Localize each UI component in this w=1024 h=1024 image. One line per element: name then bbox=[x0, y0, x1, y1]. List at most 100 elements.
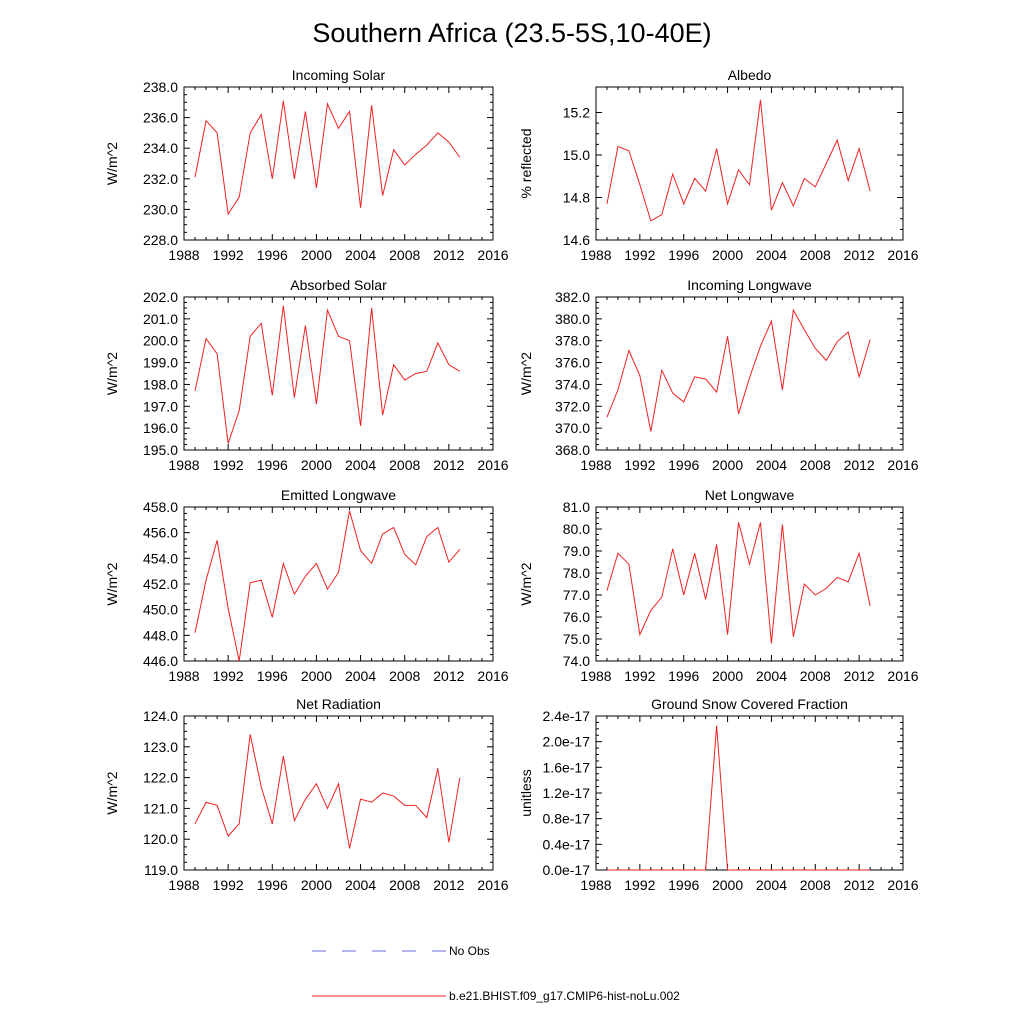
y-tick-label: 378.0 bbox=[555, 333, 590, 349]
panel-1: Albedo % reflected 1988 1992 1996 2000 2004 200… bbox=[518, 67, 919, 263]
y-tick-label: 374.0 bbox=[555, 376, 590, 392]
y-tick-label: 1.2e-17 bbox=[543, 785, 591, 801]
x-tick-label: 2000 bbox=[301, 457, 332, 473]
x-tick-label: 1996 bbox=[668, 457, 699, 473]
series-line bbox=[606, 99, 871, 222]
x-tick-label: 2016 bbox=[477, 457, 508, 473]
y-tick-label: 14.6 bbox=[563, 232, 590, 248]
x-tick-label: 2004 bbox=[345, 457, 376, 473]
x-tick-label: 2000 bbox=[301, 877, 332, 893]
y-tick-label: 123.0 bbox=[143, 739, 178, 755]
panel-title: Albedo bbox=[728, 67, 772, 83]
y-axis-label: W/m^2 bbox=[104, 142, 120, 185]
y-tick-label: 198.0 bbox=[143, 376, 178, 392]
x-tick-label: 1992 bbox=[624, 247, 655, 263]
plot-frame bbox=[595, 86, 904, 241]
y-tick-label: 456.0 bbox=[143, 525, 178, 541]
y-tick-label: 77.0 bbox=[563, 587, 590, 603]
y-tick-label: 0.4e-17 bbox=[543, 836, 591, 852]
y-tick-label: 201.0 bbox=[143, 311, 178, 327]
panel-title: Absorbed Solar bbox=[290, 277, 387, 293]
x-tick-label: 1992 bbox=[624, 457, 655, 473]
x-tick-label: 2016 bbox=[887, 877, 918, 893]
x-tick-label: 1988 bbox=[168, 668, 199, 684]
x-tick-label: 2016 bbox=[477, 668, 508, 684]
x-tick-label: 1992 bbox=[624, 877, 655, 893]
y-tick-label: 1.6e-17 bbox=[543, 759, 591, 775]
x-tick-label: 1988 bbox=[580, 668, 611, 684]
panel-7: Ground Snow Covered Fraction unitless 1988… bbox=[518, 696, 919, 893]
y-tick-label: 446.0 bbox=[143, 653, 178, 669]
x-tick-label: 1996 bbox=[257, 457, 288, 473]
x-tick-label: 2012 bbox=[433, 247, 464, 263]
x-tick-label: 1988 bbox=[168, 877, 199, 893]
y-tick-label: 448.0 bbox=[143, 627, 178, 643]
x-tick-label: 2000 bbox=[712, 457, 743, 473]
x-tick-label: 2004 bbox=[345, 877, 376, 893]
x-tick-label: 2012 bbox=[844, 668, 875, 684]
plot-frame bbox=[183, 715, 494, 871]
y-tick-label: 199.0 bbox=[143, 355, 178, 371]
x-tick-label: 1996 bbox=[668, 668, 699, 684]
y-tick-label: 120.0 bbox=[143, 831, 178, 847]
y-tick-label: 122.0 bbox=[143, 770, 178, 786]
x-tick-label: 2012 bbox=[844, 877, 875, 893]
series-line bbox=[194, 734, 461, 849]
x-tick-label: 2016 bbox=[887, 457, 918, 473]
series-line bbox=[606, 308, 871, 432]
series-line bbox=[194, 100, 461, 216]
y-tick-label: 74.0 bbox=[563, 653, 590, 669]
y-axis-label: W/m^2 bbox=[518, 562, 534, 605]
y-tick-label: 368.0 bbox=[555, 442, 590, 458]
y-tick-label: 238.0 bbox=[143, 79, 178, 95]
panel-2: Absorbed Solar W/m^2 1988 1992 1996 2000 2004 2… bbox=[104, 277, 509, 473]
x-tick-label: 2008 bbox=[800, 668, 831, 684]
series-line bbox=[606, 522, 871, 644]
series-line bbox=[606, 725, 871, 871]
x-tick-label: 1992 bbox=[213, 247, 244, 263]
legend: No Obs b.e21.BHIST.f09_g17.CMIP6-hist-no… bbox=[312, 944, 680, 1003]
x-tick-label: 1988 bbox=[580, 247, 611, 263]
x-tick-label: 2008 bbox=[800, 877, 831, 893]
panel-3: Incoming Longwave W/m^2 1988 1992 1996 2000 20… bbox=[518, 277, 919, 473]
y-tick-label: 121.0 bbox=[143, 800, 178, 816]
x-tick-label: 1988 bbox=[168, 457, 199, 473]
y-tick-label: 75.0 bbox=[563, 631, 590, 647]
panel-title: Incoming Longwave bbox=[687, 277, 812, 293]
x-tick-label: 1988 bbox=[580, 457, 611, 473]
x-tick-label: 2012 bbox=[433, 668, 464, 684]
panel-5: Net Longwave W/m^2 1988 1992 1996 2000 2004 200… bbox=[518, 487, 919, 684]
x-tick-label: 2004 bbox=[756, 247, 787, 263]
y-tick-label: 372.0 bbox=[555, 398, 590, 414]
y-tick-label: 200.0 bbox=[143, 333, 178, 349]
y-tick-label: 81.0 bbox=[563, 499, 590, 515]
panel-title: Incoming Solar bbox=[292, 67, 386, 83]
plot-frame bbox=[183, 86, 494, 241]
y-tick-label: 0.0e-17 bbox=[543, 862, 591, 878]
x-tick-label: 1992 bbox=[213, 877, 244, 893]
y-tick-label: 14.8 bbox=[563, 190, 590, 206]
x-tick-label: 2016 bbox=[887, 247, 918, 263]
y-tick-label: 380.0 bbox=[555, 311, 590, 327]
panel-title: Emitted Longwave bbox=[281, 487, 396, 503]
plot-frame bbox=[595, 506, 904, 662]
y-tick-label: 232.0 bbox=[143, 171, 178, 187]
y-tick-label: 382.0 bbox=[555, 289, 590, 305]
plot-frame bbox=[595, 715, 904, 871]
y-axis-label: W/m^2 bbox=[518, 352, 534, 395]
x-tick-label: 1996 bbox=[257, 668, 288, 684]
x-tick-label: 1992 bbox=[213, 457, 244, 473]
y-tick-label: 458.0 bbox=[143, 499, 178, 515]
y-tick-label: 80.0 bbox=[563, 521, 590, 537]
x-tick-label: 2000 bbox=[301, 668, 332, 684]
y-tick-label: 15.0 bbox=[563, 147, 590, 163]
y-axis-label: W/m^2 bbox=[104, 352, 120, 395]
y-tick-label: 376.0 bbox=[555, 355, 590, 371]
x-tick-label: 1996 bbox=[257, 877, 288, 893]
y-tick-label: 450.0 bbox=[143, 602, 178, 618]
x-tick-label: 2016 bbox=[477, 877, 508, 893]
y-tick-label: 454.0 bbox=[143, 550, 178, 566]
x-tick-label: 2012 bbox=[433, 457, 464, 473]
x-tick-label: 2012 bbox=[844, 457, 875, 473]
x-tick-label: 2004 bbox=[756, 457, 787, 473]
